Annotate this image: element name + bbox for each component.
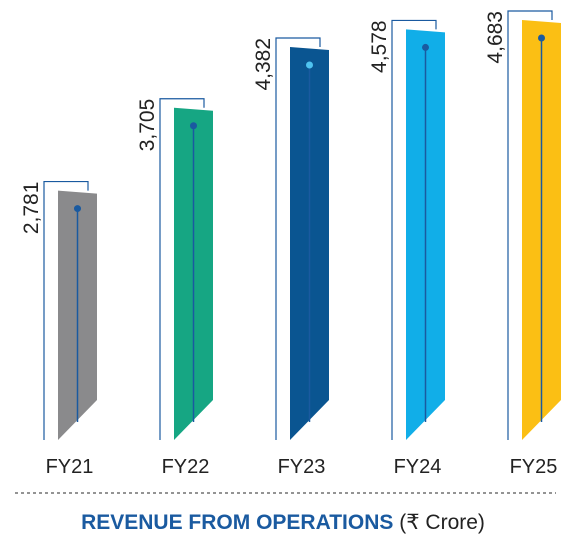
chart-title-group: REVENUE FROM OPERATIONS (₹ Crore) — [81, 511, 485, 534]
bar-dot — [306, 61, 313, 69]
bar-dot — [538, 34, 545, 42]
bracket — [507, 10, 553, 440]
x-tick-label: FY23 — [278, 456, 326, 478]
value-label: 4,382 — [252, 38, 275, 91]
x-tick-label: FY24 — [394, 456, 442, 478]
bar-dot — [74, 205, 81, 213]
value-label: 2,781 — [20, 182, 43, 235]
chart-title: REVENUE FROM OPERATIONS — [81, 511, 393, 534]
bar-dot — [422, 43, 429, 51]
x-tick-label: FY21 — [46, 456, 94, 478]
bracket — [43, 180, 89, 440]
value-label: 4,683 — [484, 11, 507, 64]
value-label: 4,578 — [368, 20, 391, 73]
bracket — [275, 37, 321, 440]
bracket — [159, 98, 205, 440]
x-tick-label: FY25 — [510, 456, 558, 478]
value-label: 3,705 — [136, 99, 159, 152]
x-tick-label: FY22 — [162, 456, 210, 478]
bracket — [391, 19, 437, 440]
bar-dot — [190, 122, 197, 130]
chart-unit: (₹ Crore) — [399, 511, 485, 534]
